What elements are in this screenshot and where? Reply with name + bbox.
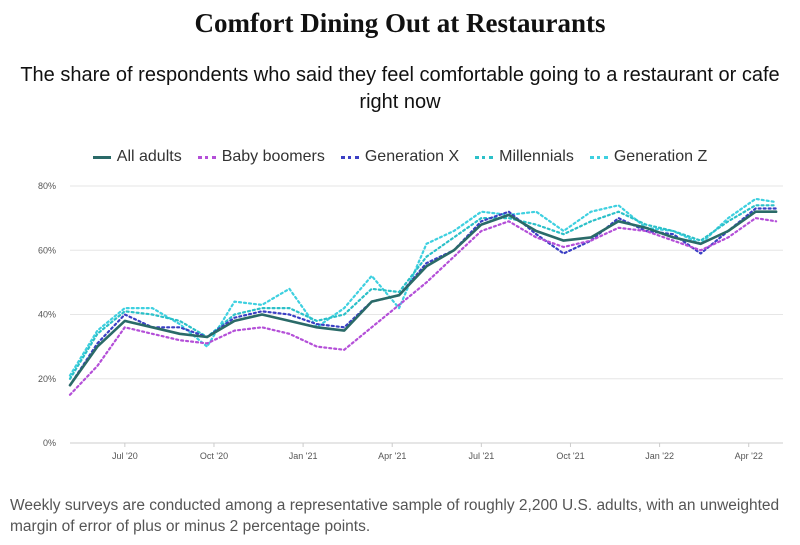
legend-item-all-adults[interactable]: All adults: [92, 148, 182, 166]
legend-swatch: [475, 155, 494, 159]
series-line-generation-x: [68, 207, 778, 387]
series-line-baby-boomers: [68, 216, 778, 396]
y-tick-label: 40%: [38, 310, 56, 320]
legend-swatch: [340, 155, 359, 159]
y-tick-label: 20%: [38, 374, 56, 384]
legend-label: Baby boomers: [221, 148, 325, 165]
x-tick-label: Apr '21: [378, 451, 406, 461]
legend-label: Generation Z: [613, 148, 708, 165]
legend-item-generation-x[interactable]: Generation X: [340, 148, 460, 166]
legend-label: Millennials: [499, 148, 574, 165]
chart-subtitle: The share of respondents who said they f…: [20, 64, 780, 113]
legend-item-generation-z[interactable]: Generation Z: [589, 148, 708, 166]
series-line-generation-z: [68, 197, 778, 377]
y-tick-label: 80%: [38, 181, 56, 191]
x-tick-label: Oct '20: [200, 451, 228, 461]
series-line-millennials: [68, 204, 778, 380]
x-tick-label: Jan '21: [289, 451, 318, 461]
legend-swatch: [589, 155, 608, 159]
legend-swatch: [197, 155, 216, 159]
x-tick-label: Oct '21: [556, 451, 584, 461]
chart-title: Comfort Dining Out at Restaurants: [194, 8, 606, 38]
line-chart: 0% 20% 40% 60% 80% Jul '20 Oct '20 Jan '21 Apr '…: [38, 181, 783, 461]
y-tick-label: 0%: [43, 438, 56, 448]
series-line-all-adults: [68, 210, 778, 387]
legend-label: Generation X: [364, 148, 460, 165]
legend-swatch: [92, 155, 111, 159]
footnote: Weekly surveys are conducted among a rep…: [10, 497, 780, 535]
legend-item-millennials[interactable]: Millennials: [475, 148, 574, 166]
legend-item-baby-boomers[interactable]: Baby boomers: [197, 148, 325, 166]
x-tick-label: Jul '20: [112, 451, 138, 461]
x-tick-label: Apr '22: [735, 451, 763, 461]
y-tick-label: 60%: [38, 245, 56, 255]
legend: All adults Baby boomers Generation X Mil…: [0, 148, 800, 166]
legend-label: All adults: [116, 148, 182, 165]
x-tick-label: Jan '22: [645, 451, 674, 461]
x-tick-label: Jul '21: [468, 451, 494, 461]
